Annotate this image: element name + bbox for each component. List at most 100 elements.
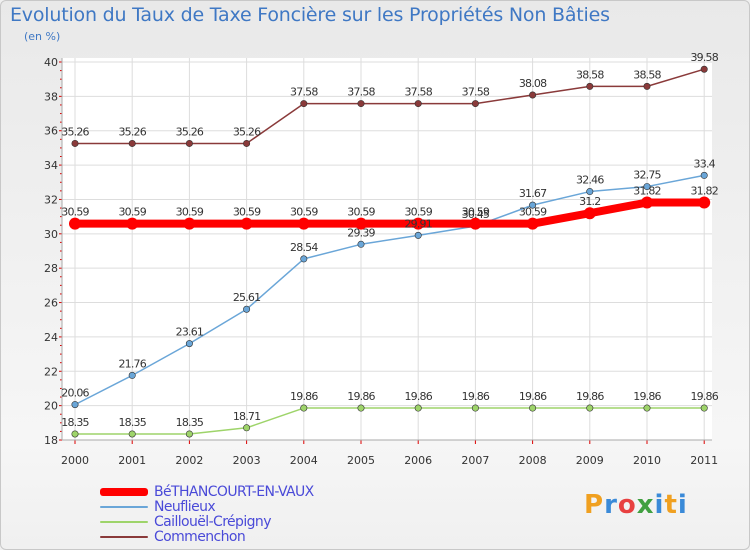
data-label: 35.26 bbox=[233, 125, 261, 138]
data-point bbox=[641, 196, 653, 209]
legend-item: Commenchon bbox=[100, 528, 314, 545]
logo-letter: P bbox=[584, 490, 605, 520]
y-tick-label: 22 bbox=[44, 365, 58, 378]
data-label: 19.86 bbox=[576, 390, 604, 403]
data-point bbox=[586, 188, 594, 196]
data-point bbox=[69, 217, 81, 230]
data-point bbox=[128, 371, 136, 379]
legend: BéTHANCOURT-EN-VAUX Neuflieux Caillouël-Cr… bbox=[100, 484, 314, 545]
data-label: 30.45 bbox=[462, 208, 490, 221]
legend-label: Caillouël-Crépigny bbox=[154, 513, 271, 530]
data-point bbox=[414, 100, 422, 108]
legend-swatch bbox=[100, 520, 148, 523]
y-tick-label: 32 bbox=[44, 193, 58, 206]
data-point bbox=[71, 401, 79, 409]
data-point bbox=[700, 65, 708, 73]
x-tick-label: 2008 bbox=[519, 454, 547, 467]
data-label: 18.35 bbox=[118, 416, 146, 429]
data-label: 31.2 bbox=[579, 195, 600, 208]
x-tick-label: 2011 bbox=[690, 454, 718, 467]
data-label: 30.59 bbox=[290, 206, 318, 219]
data-point bbox=[300, 255, 308, 263]
data-label: 18.35 bbox=[176, 416, 204, 429]
data-label: 39.58 bbox=[690, 51, 718, 64]
data-label: 32.46 bbox=[576, 174, 604, 187]
data-label: 30.59 bbox=[404, 206, 432, 219]
data-point bbox=[414, 404, 422, 412]
x-tick-label: 2002 bbox=[175, 454, 203, 467]
data-label: 29.39 bbox=[347, 226, 375, 239]
data-point bbox=[583, 207, 596, 220]
data-label: 37.58 bbox=[462, 86, 490, 99]
data-label: 19.86 bbox=[347, 390, 375, 403]
data-point bbox=[643, 82, 651, 90]
logo-letter: r bbox=[604, 490, 618, 520]
data-label: 30.59 bbox=[462, 206, 490, 219]
data-label: 23.61 bbox=[176, 326, 204, 339]
y-tick-label: 34 bbox=[44, 159, 58, 172]
data-label: 18.71 bbox=[233, 410, 261, 423]
data-point bbox=[643, 183, 651, 191]
data-label: 30.59 bbox=[233, 206, 261, 219]
data-point bbox=[529, 404, 537, 412]
data-label: 31.82 bbox=[633, 185, 661, 198]
data-point bbox=[185, 139, 193, 147]
data-label: 35.26 bbox=[176, 125, 204, 138]
data-point bbox=[128, 430, 136, 438]
series-line-3 bbox=[75, 68, 705, 145]
x-tick-label: 2007 bbox=[461, 454, 489, 467]
data-point bbox=[698, 196, 711, 209]
x-tick-label: 2010 bbox=[633, 454, 661, 467]
data-point bbox=[643, 404, 651, 412]
data-point bbox=[357, 100, 365, 108]
data-label: 21.76 bbox=[118, 357, 146, 370]
data-label: 19.86 bbox=[690, 390, 718, 403]
data-label: 31.82 bbox=[690, 185, 718, 198]
legend-label: Neuflieux bbox=[154, 498, 216, 515]
data-label: 38.08 bbox=[519, 77, 547, 90]
legend-swatch bbox=[100, 487, 148, 496]
legend-item: BéTHANCOURT-EN-VAUX bbox=[100, 484, 314, 500]
data-point bbox=[185, 340, 193, 348]
data-label: 25.61 bbox=[233, 291, 261, 304]
data-point bbox=[297, 217, 310, 230]
legend-swatch bbox=[100, 535, 148, 538]
data-point bbox=[471, 100, 479, 108]
y-tick-label: 20 bbox=[44, 400, 58, 413]
series-line-0 bbox=[75, 198, 705, 228]
y-tick-label: 40 bbox=[44, 56, 58, 69]
x-tick-label: 2004 bbox=[290, 454, 318, 467]
data-label: 37.58 bbox=[290, 86, 318, 99]
data-point bbox=[529, 201, 537, 209]
legend-swatch bbox=[100, 505, 148, 508]
legend-label: Commenchon bbox=[154, 528, 246, 545]
x-tick-label: 2009 bbox=[576, 454, 604, 467]
y-tick-label: 38 bbox=[44, 90, 58, 103]
y-tick-label: 26 bbox=[44, 297, 58, 310]
data-point bbox=[357, 404, 365, 412]
data-point bbox=[185, 430, 193, 438]
data-label: 33.4 bbox=[694, 157, 716, 170]
data-point bbox=[586, 82, 594, 90]
data-point bbox=[529, 91, 537, 99]
data-label: 30.59 bbox=[61, 206, 89, 219]
data-point bbox=[357, 240, 365, 248]
y-tick-label: 28 bbox=[44, 262, 58, 275]
data-point bbox=[469, 217, 482, 230]
y-tick-label: 36 bbox=[44, 125, 58, 138]
data-label: 19.86 bbox=[404, 390, 432, 403]
logo-letter: i bbox=[654, 490, 665, 520]
data-label: 29.91 bbox=[404, 217, 432, 230]
data-point bbox=[526, 217, 539, 230]
data-label: 19.86 bbox=[519, 390, 547, 403]
data-point bbox=[243, 424, 251, 432]
x-tick-label: 2000 bbox=[61, 454, 89, 467]
data-label: 19.86 bbox=[290, 390, 318, 403]
plot-area bbox=[62, 58, 712, 440]
data-label: 37.58 bbox=[347, 86, 375, 99]
data-label: 19.86 bbox=[633, 390, 661, 403]
y-tick-label: 24 bbox=[44, 331, 58, 344]
data-label: 35.26 bbox=[118, 125, 146, 138]
data-point bbox=[586, 404, 594, 412]
series-line-1 bbox=[74, 174, 705, 406]
